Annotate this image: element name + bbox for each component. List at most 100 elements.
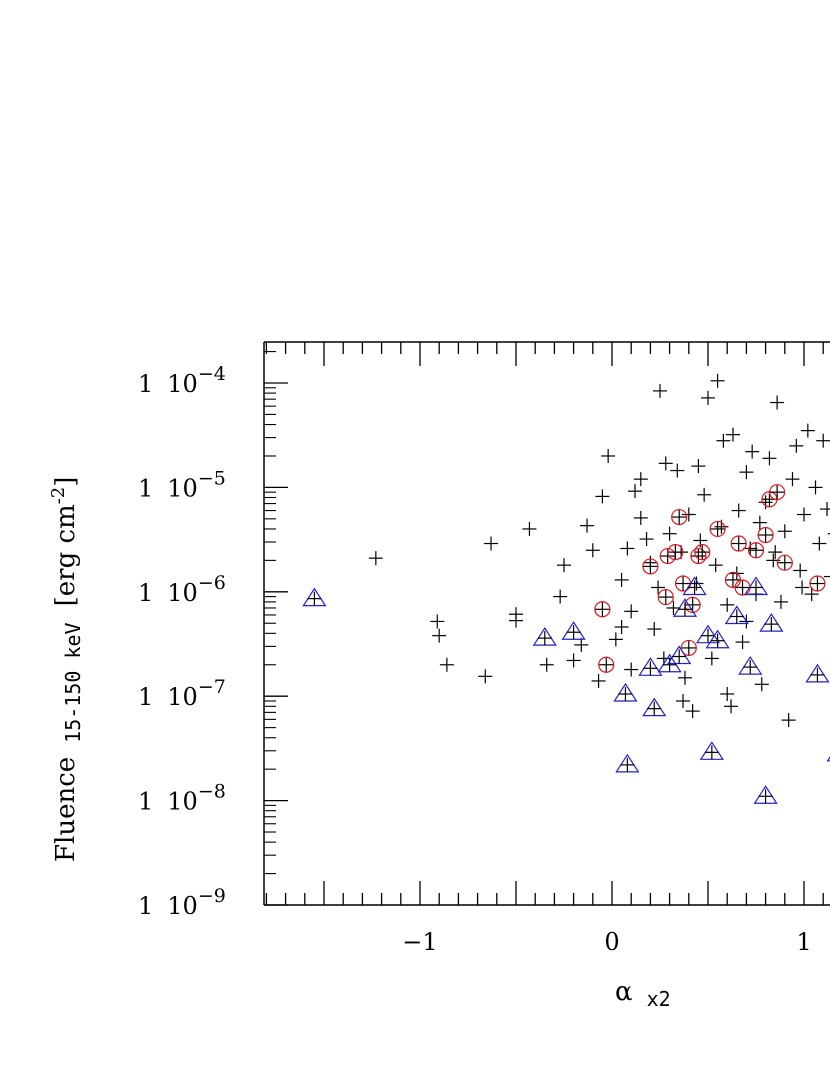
- data-point-plus: [676, 693, 691, 708]
- data-point-circle: [657, 588, 674, 606]
- data-point-triangle: [695, 624, 721, 644]
- data-point-circle: [598, 656, 615, 673]
- data-point-triangle: [699, 741, 724, 760]
- data-point-plus: [647, 622, 662, 637]
- data-point-triangle: [753, 785, 778, 804]
- data-point-plus: [677, 670, 692, 685]
- data-point-plus: [685, 704, 700, 719]
- data-point-plus: [478, 669, 493, 684]
- data-point-circle: [680, 639, 697, 657]
- data-point-triangle: [561, 621, 586, 640]
- data-point-circle: [747, 542, 765, 559]
- data-point-triangle: [743, 576, 769, 596]
- data-point-triangle: [302, 587, 327, 607]
- data-point-plus: [701, 390, 715, 405]
- data-point-plus: [608, 632, 623, 647]
- data-point-plus: [789, 438, 804, 453]
- data-point-plus: [368, 551, 383, 566]
- y-tick-label: 1 10−4: [138, 363, 226, 398]
- data-point-plus: [633, 510, 648, 525]
- data-point-plus: [785, 472, 800, 487]
- data-point-plus: [614, 572, 629, 587]
- data-point-plus: [522, 521, 537, 536]
- data-point-triangle: [672, 598, 698, 617]
- data-point-triangle: [705, 629, 730, 649]
- data-point-plus: [624, 604, 639, 619]
- data-point-plus: [735, 635, 750, 650]
- data-point-plus: [808, 480, 823, 495]
- y-tick-label: 1 10−7: [138, 676, 226, 711]
- data-point-triangle: [724, 605, 749, 625]
- data-point-plus: [800, 423, 815, 438]
- data-point-plus: [633, 472, 648, 487]
- data-point-plus: [539, 657, 554, 672]
- x-axis-label: α x2: [615, 977, 671, 1011]
- data-point-plus: [557, 558, 571, 573]
- data-point-plus: [754, 677, 769, 692]
- x-tick-label: 0: [604, 928, 619, 956]
- x-tick-label: −1: [402, 928, 437, 956]
- data-point-circle: [709, 520, 726, 538]
- data-point-triangle: [642, 697, 667, 717]
- data-point-plus: [743, 541, 758, 556]
- data-point-plus: [628, 484, 643, 499]
- data-point-circle: [730, 535, 747, 552]
- data-point-plus: [710, 373, 725, 388]
- data-point-plus: [795, 580, 810, 595]
- y-axis-label: Fluence 15-150 keV [erg cm-2]: [48, 477, 85, 862]
- data-point-plus: [620, 541, 635, 556]
- data-point-plus: [666, 600, 681, 615]
- data-point-plus: [566, 653, 581, 668]
- data-point-circle: [757, 526, 774, 544]
- data-point-plus: [509, 613, 523, 628]
- data-point-plus: [601, 448, 616, 463]
- data-point-plus: [768, 545, 783, 560]
- y-tick-label: 1 10−8: [138, 781, 226, 816]
- data-point-plus: [804, 587, 819, 602]
- data-point-plus: [430, 614, 445, 629]
- data-point-circle: [694, 544, 711, 561]
- data-point-plus: [777, 524, 792, 539]
- data-point-plus: [689, 576, 704, 591]
- data-point-plus: [653, 383, 667, 398]
- data-point-triangle: [532, 627, 557, 646]
- data-point-plus: [739, 465, 754, 480]
- data-point-plus: [658, 456, 673, 471]
- x-tick-label: 1: [796, 928, 811, 956]
- data-point-plus: [574, 637, 589, 652]
- data-points: [302, 373, 830, 804]
- y-axis-subscript: 15-150 keV: [61, 622, 85, 742]
- data-point-plus: [823, 575, 830, 578]
- data-point-plus: [725, 427, 740, 442]
- data-point-circle: [809, 575, 826, 592]
- data-point-plus: [716, 433, 731, 448]
- y-tick-label: 1 10−6: [138, 572, 226, 607]
- data-point-triangle: [667, 645, 692, 665]
- y-axis-unit-close: ]: [51, 477, 81, 487]
- data-point-plus: [585, 543, 600, 558]
- data-point-plus: [724, 699, 739, 714]
- data-point-plus: [770, 395, 785, 410]
- data-point-circle: [734, 579, 751, 596]
- data-point-plus: [639, 532, 654, 547]
- data-point-triangle: [638, 657, 663, 676]
- data-point-plus: [820, 502, 830, 517]
- y-tick-label: 1 10−5: [138, 467, 226, 502]
- y-tick-label: 1 10−9: [138, 885, 226, 920]
- data-point-plus: [662, 526, 677, 541]
- data-point-triangle: [613, 682, 638, 702]
- data-point-circle: [769, 484, 786, 501]
- data-point-plus: [762, 451, 777, 466]
- data-point-plus: [816, 433, 830, 448]
- data-point-plus: [580, 518, 595, 533]
- data-point-plus: [793, 563, 808, 578]
- data-point-circle: [724, 571, 742, 589]
- y-axis-unit-exp: -2: [48, 487, 69, 505]
- data-point-plus: [704, 651, 719, 666]
- data-point-plus: [745, 444, 760, 459]
- data-point-triangle: [805, 663, 830, 683]
- data-point-triangle: [615, 753, 640, 773]
- data-point-plus: [651, 580, 666, 595]
- data-point-plus: [758, 495, 773, 510]
